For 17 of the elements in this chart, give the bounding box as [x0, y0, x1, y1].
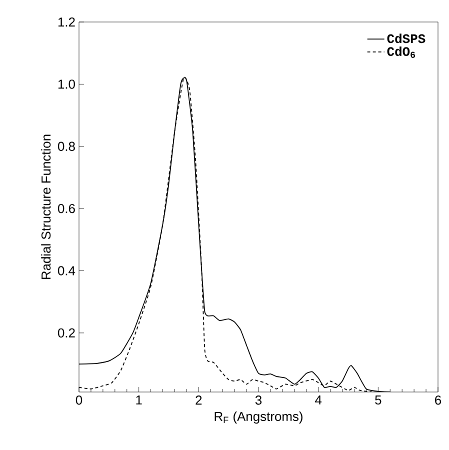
x-tick-label: 1: [136, 396, 142, 404]
y-tick-label: 1.0: [58, 80, 75, 89]
legend-label: CdO$_{6}$: [387, 46, 416, 58]
y-tick-label: 0.2: [58, 328, 75, 338]
y-tick-label: 0.8: [58, 142, 75, 151]
x-tick-label: 3: [255, 396, 262, 405]
x-tick-label: 4: [315, 396, 322, 404]
y-tick-label: 1.2: [58, 17, 75, 27]
x-tick-label: 5: [375, 396, 382, 405]
y-axis-title: Radial Structure Function: [41, 134, 51, 280]
y-tick-label: 0.6: [58, 204, 75, 214]
legend-label: CdSPS: [387, 34, 426, 44]
x-tick-label: 0: [76, 396, 82, 405]
x-tick-label: 6: [435, 396, 442, 405]
x-axis-title: R$_{F}$ (Angstroms): [214, 412, 302, 424]
y-tick-label: 0.4: [58, 266, 76, 276]
x-tick-label: 2: [196, 396, 202, 405]
